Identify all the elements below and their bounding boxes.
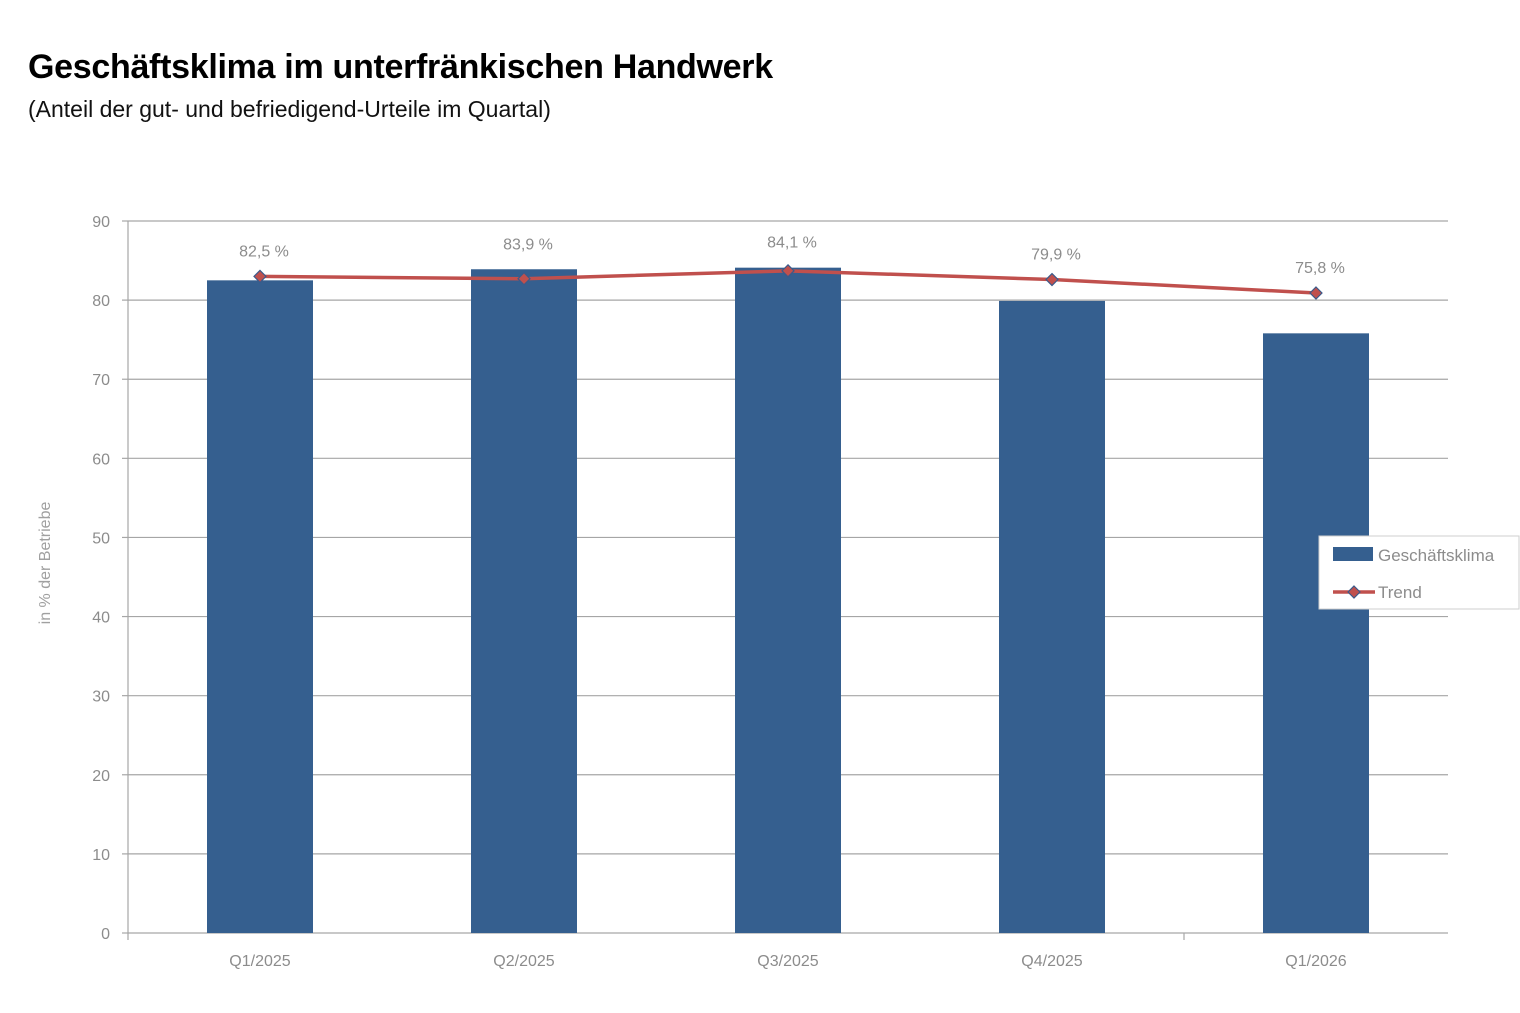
y-tick-label-50: 50 [92, 530, 110, 547]
data-label-q4-2025: 79,9 % [1031, 247, 1081, 264]
trend-marker-q4-2025 [1045, 272, 1059, 287]
legend-label-geschaeftsklima: Geschäftsklima [1378, 546, 1495, 565]
bar-q1-2025 [207, 280, 313, 933]
y-tick-label-20: 20 [92, 768, 110, 785]
trend-line [253, 263, 1323, 300]
trend-marker-q1-2025 [253, 269, 267, 284]
x-tick-label-q1-2025: Q1/2025 [229, 953, 290, 970]
data-labels: 82,5 % 83,9 % 84,1 % 79,9 % 75,8 % [239, 235, 1345, 277]
data-label-q2-2025: 83,9 % [503, 236, 553, 253]
y-tick-label-30: 30 [92, 689, 110, 706]
legend-marker-trend [1347, 585, 1361, 599]
bar-q2-2025 [471, 269, 577, 933]
legend: Geschäftsklima Trend [1318, 535, 1520, 610]
x-tick-label-q1-2026: Q1/2026 [1285, 953, 1346, 970]
y-axis-title: in % der Betriebe [37, 502, 54, 625]
data-label-q1-2025: 82,5 % [239, 243, 289, 260]
chart-title: Geschäftsklima im unterfränkischen Handw… [28, 48, 773, 86]
trend-marker-q3-2025 [781, 263, 795, 278]
trend-marker-q2-2025 [517, 271, 531, 286]
y-tick-label-90: 90 [92, 214, 110, 231]
data-label-q3-2025: 84,1 % [767, 235, 817, 252]
bar-q3-2025 [735, 267, 841, 934]
bars [207, 267, 1369, 934]
y-tick-label-70: 70 [92, 372, 110, 389]
data-label-q1-2026: 75,8 % [1295, 260, 1345, 277]
y-tick-label-60: 60 [92, 451, 110, 468]
bar-q1-2026 [1263, 333, 1369, 933]
y-tick-label-80: 80 [92, 293, 110, 310]
y-tick-label-10: 10 [92, 847, 110, 864]
legend-label-trend: Trend [1378, 583, 1422, 602]
y-tick-label-40: 40 [92, 610, 110, 627]
legend-swatch-geschaeftsklima [1333, 547, 1373, 561]
x-tick-label-q4-2025: Q4/2025 [1021, 953, 1082, 970]
chart-subtitle: (Anteil der gut- und befriedigend-Urteil… [28, 96, 551, 122]
x-tick-label-q2-2025: Q2/2025 [493, 953, 554, 970]
x-tick-label-q3-2025: Q3/2025 [757, 953, 818, 970]
y-tick-label-0: 0 [101, 926, 110, 943]
bar-q4-2025 [999, 300, 1105, 933]
trend-marker-q1-2026 [1309, 286, 1323, 300]
axes: 0 10 20 30 40 50 60 70 80 90 Q1/2025 Q2/2025 Q3/2025… [92, 214, 1448, 970]
